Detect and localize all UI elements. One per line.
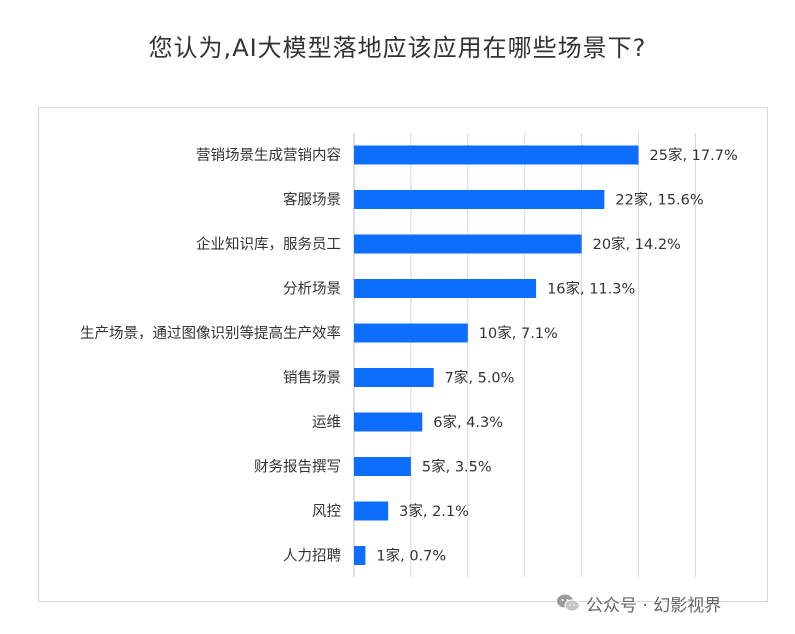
- data-label: 1家, 0.7%: [376, 548, 446, 565]
- bar: [354, 412, 423, 432]
- bar: [354, 234, 582, 254]
- category-label: 分析场景: [283, 281, 341, 298]
- bar: [354, 145, 639, 165]
- wechat-icon: [557, 594, 580, 612]
- data-label: 22家, 15.6%: [615, 192, 703, 209]
- chart-title: 您认为,AI大模型落地应该应用在哪些场景下?: [148, 34, 647, 62]
- category-label: 营销场景生成营销内容: [196, 147, 341, 164]
- bar: [354, 457, 411, 476]
- bar: [354, 501, 389, 521]
- data-label: 5家, 3.5%: [422, 459, 492, 476]
- bar: [354, 190, 605, 209]
- bar: [354, 279, 537, 298]
- category-label: 运维: [312, 414, 341, 431]
- watermark-text: 公众号 · 幻影视界: [586, 595, 722, 616]
- chart-frame: [38, 107, 768, 602]
- category-label: 人力招聘: [283, 548, 341, 565]
- category-label: 客服场景: [283, 192, 341, 209]
- bar: [354, 323, 468, 343]
- bar: [354, 368, 434, 387]
- category-label: 风控: [312, 503, 341, 520]
- category-label: 销售场景: [283, 370, 341, 387]
- data-label: 20家, 14.2%: [593, 236, 681, 253]
- watermark: 公众号 · 幻影视界: [556, 590, 721, 616]
- data-label: 3家, 2.1%: [399, 503, 469, 520]
- data-label: 10家, 7.1%: [479, 325, 558, 342]
- data-label: 25家, 17.7%: [650, 147, 738, 164]
- bar: [354, 546, 366, 565]
- data-label: 6家, 4.3%: [433, 414, 503, 431]
- category-label: 企业知识库，服务员工: [196, 235, 341, 253]
- data-label: 16家, 11.3%: [547, 281, 635, 298]
- data-label: 7家, 5.0%: [445, 370, 515, 387]
- category-label: 财务报告撰写: [254, 459, 341, 476]
- category-label: 生产场景，通过图像识别等提高生产效率: [80, 324, 341, 342]
